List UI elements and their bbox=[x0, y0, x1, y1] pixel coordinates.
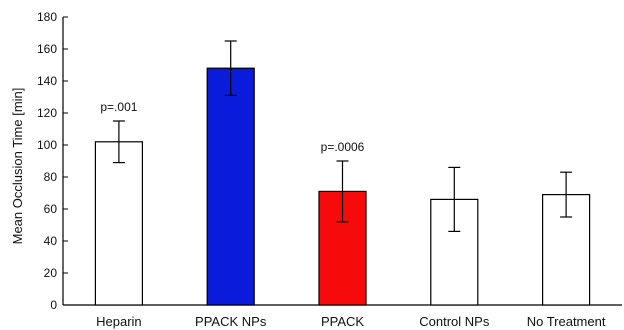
annotations: p=.001 p=.0006 bbox=[100, 100, 364, 154]
y-tick-label: 40 bbox=[44, 234, 58, 248]
x-tick-labels: Heparin PPACK NPs PPACK Control NPs No Treat… bbox=[96, 314, 606, 329]
bar-control-nps bbox=[430, 198, 479, 306]
y-axis-label: Mean Occlusion Time [min] bbox=[10, 88, 25, 245]
x-tick-label: PPACK bbox=[321, 314, 364, 329]
x-tick-label: Heparin bbox=[96, 314, 142, 329]
y-tick-label: 20 bbox=[44, 266, 58, 280]
y-tick-label: 80 bbox=[44, 170, 58, 184]
y-tick-label: 160 bbox=[37, 42, 57, 56]
y-tick-label: 120 bbox=[37, 106, 57, 120]
error-bars bbox=[112, 40, 573, 232]
bar-heparin bbox=[94, 141, 144, 306]
x-tick-label: Control NPs bbox=[419, 314, 490, 329]
bars bbox=[94, 67, 591, 306]
x-tick-label: PPACK NPs bbox=[195, 314, 267, 329]
y-tick-label: 60 bbox=[44, 202, 58, 216]
y-tick-label: 0 bbox=[50, 298, 57, 312]
p-value-annotation: p=.001 bbox=[100, 100, 137, 114]
y-ticks: 0 20 40 60 80 100 120 140 160 180 bbox=[37, 10, 68, 312]
bar-ppack-nps bbox=[206, 67, 255, 306]
p-value-annotation: p=.0006 bbox=[321, 140, 365, 154]
x-tick-label: No Treatment bbox=[527, 314, 606, 329]
y-tick-label: 100 bbox=[37, 138, 57, 152]
y-tick-label: 180 bbox=[37, 10, 57, 24]
y-tick-label: 140 bbox=[37, 74, 57, 88]
